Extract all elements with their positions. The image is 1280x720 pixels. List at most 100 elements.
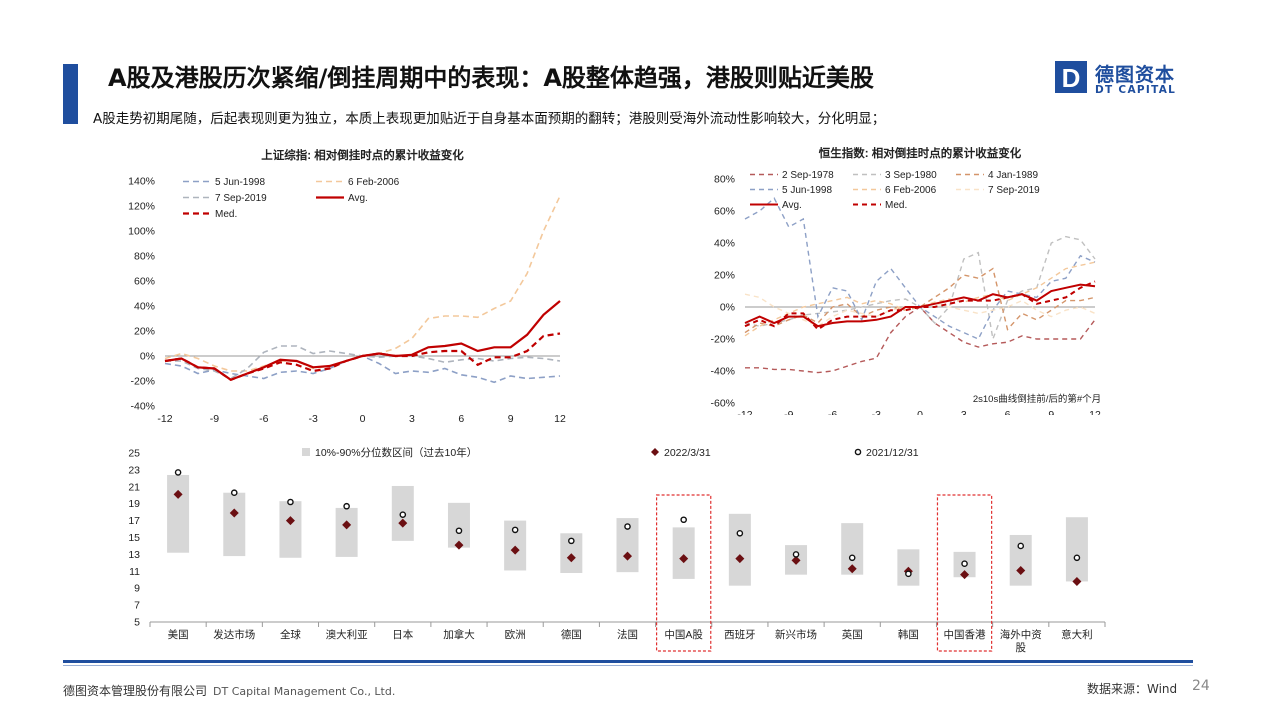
legend-diamond-label: 2022/3/31	[664, 447, 711, 459]
series-line-4-jan-1989	[744, 267, 1096, 334]
valuation-range-chart: 25 23 21 19 17 15 13 11 9 7 5 美国 发达市场 全球 澳大利亚 日本 加拿大 欧洲 德国…	[128, 446, 1106, 654]
category-label: 法国	[617, 628, 638, 641]
category-label: 韩国	[898, 628, 919, 641]
footer-company-en: DT Capital Management Co., Ltd.	[213, 685, 396, 698]
y-tick-label: 21	[128, 481, 140, 493]
range-bar	[279, 501, 302, 558]
category-label: 全球	[280, 628, 301, 641]
x-tick-label: -6	[259, 413, 268, 425]
category-label: 中国香港	[944, 628, 986, 641]
x-tick-label: 0	[917, 409, 923, 415]
legend-label: 5 Jun-1998	[215, 177, 265, 188]
y-tick-label: 17	[128, 515, 140, 527]
category-label: 德国	[561, 628, 582, 641]
marker-circle	[343, 502, 350, 510]
marker-diamond	[1016, 565, 1026, 575]
category-label: 加拿大	[443, 628, 475, 641]
y-tick-label: 80%	[134, 251, 155, 263]
category-label: 欧洲	[505, 629, 526, 641]
category-label: 日本	[392, 628, 413, 641]
marker-diamond	[566, 553, 576, 563]
y-tick-label: 40%	[714, 238, 735, 250]
marker-diamond	[679, 554, 689, 564]
y-tick-label: 20%	[134, 326, 155, 338]
range-bar	[1009, 534, 1032, 586]
range-bar	[616, 518, 639, 573]
y-tick-label: 140%	[128, 176, 155, 188]
logo-glyph: D	[1062, 63, 1081, 93]
legend-circle	[854, 448, 862, 456]
category-label: 海外中资	[1000, 628, 1042, 641]
marker-diamond	[229, 508, 239, 518]
y-tick-label: -20%	[710, 334, 735, 346]
series-line-7-sep-2019	[165, 345, 561, 380]
marker-diamond	[285, 516, 295, 526]
y-tick-label: 60%	[134, 276, 155, 288]
range-bar	[841, 523, 864, 575]
x-tick-label: 6	[458, 413, 464, 425]
marker-circle	[287, 498, 294, 506]
logo-text-cn: 德图资本	[1095, 64, 1176, 86]
range-bar	[1065, 517, 1088, 582]
series-line-avg-	[164, 300, 561, 382]
y-tick-label: -40%	[710, 366, 735, 378]
legend-label: 7 Sep-2019	[988, 185, 1040, 196]
range-bar	[335, 507, 358, 557]
legend-label: 4 Jan-1989	[988, 170, 1038, 181]
x-tick-label: -3	[308, 413, 317, 425]
category-label: 英国	[842, 628, 863, 641]
category-label: 新兴市场	[775, 628, 817, 641]
marker-circle	[961, 560, 968, 567]
y-tick-label: 0%	[140, 351, 155, 363]
category-label: 发达市场	[213, 628, 255, 641]
marker-circle	[1017, 542, 1025, 550]
chart-title: 上证综指: 相对倒挂时点的累计收益变化	[261, 148, 464, 162]
footer-company: 德图资本管理股份有限公司 DT Capital Management Co., L…	[63, 682, 395, 699]
marker-circle	[1073, 554, 1081, 562]
y-tick-label: 25	[128, 448, 140, 460]
legend-label: 5 Jun-1998	[782, 185, 832, 196]
y-tick-label: 23	[128, 464, 140, 476]
x-tick-label: -12	[157, 413, 172, 425]
marker-circle	[905, 570, 912, 578]
title-accent-bar	[63, 64, 78, 124]
series-line-7-sep-2019	[744, 293, 1096, 327]
series-line-med-	[164, 332, 561, 382]
chart-title: 恒生指数: 相对倒挂时点的累计收益变化	[819, 146, 1022, 160]
legend-label: Avg.	[348, 193, 368, 204]
y-tick-label: 100%	[128, 226, 155, 238]
category-label: 中国A股	[664, 628, 703, 641]
y-tick-label: -40%	[130, 401, 155, 413]
y-tick-label: 19	[128, 498, 140, 510]
x-tick-label: -9	[784, 409, 793, 415]
x-tick-label: 9	[1048, 409, 1054, 415]
highlight-box	[655, 494, 712, 652]
marker-diamond	[960, 570, 970, 580]
range-bar	[223, 492, 246, 557]
series-line-6-feb-2006	[744, 261, 1096, 337]
x-axis-label: 2s10s曲线倒挂前/后的第#个月	[973, 393, 1101, 405]
series-line-avg-	[744, 283, 1096, 328]
y-tick-label: 40%	[134, 301, 155, 313]
x-tick-label: 12	[1089, 409, 1101, 415]
marker-circle	[230, 489, 238, 497]
footer-divider	[63, 660, 1193, 663]
y-tick-label: 80%	[714, 174, 735, 186]
footer-divider-thin	[63, 665, 1193, 666]
marker-circle	[174, 469, 182, 476]
y-tick-label: 0%	[720, 302, 735, 314]
legend-label: Med.	[885, 200, 907, 211]
shanghai-return-chart: 上证综指: 相对倒挂时点的累计收益变化140%120%100%80%60%40%…	[128, 148, 566, 425]
data-source: 数据来源：Wind	[1087, 682, 1178, 696]
range-bar	[728, 513, 751, 586]
y-tick-label: 5	[134, 617, 140, 629]
x-tick-label: 3	[961, 409, 967, 415]
x-tick-label: 6	[1005, 409, 1011, 415]
footer-company-cn: 德图资本管理股份有限公司	[63, 684, 208, 698]
legend-label: Avg.	[782, 200, 802, 211]
y-tick-label: 60%	[714, 206, 735, 218]
legend-label: 6 Feb-2006	[885, 185, 937, 196]
legend-range-swatch	[302, 448, 310, 456]
legend-label: 7 Sep-2019	[215, 193, 267, 204]
range-bar	[560, 533, 583, 573]
